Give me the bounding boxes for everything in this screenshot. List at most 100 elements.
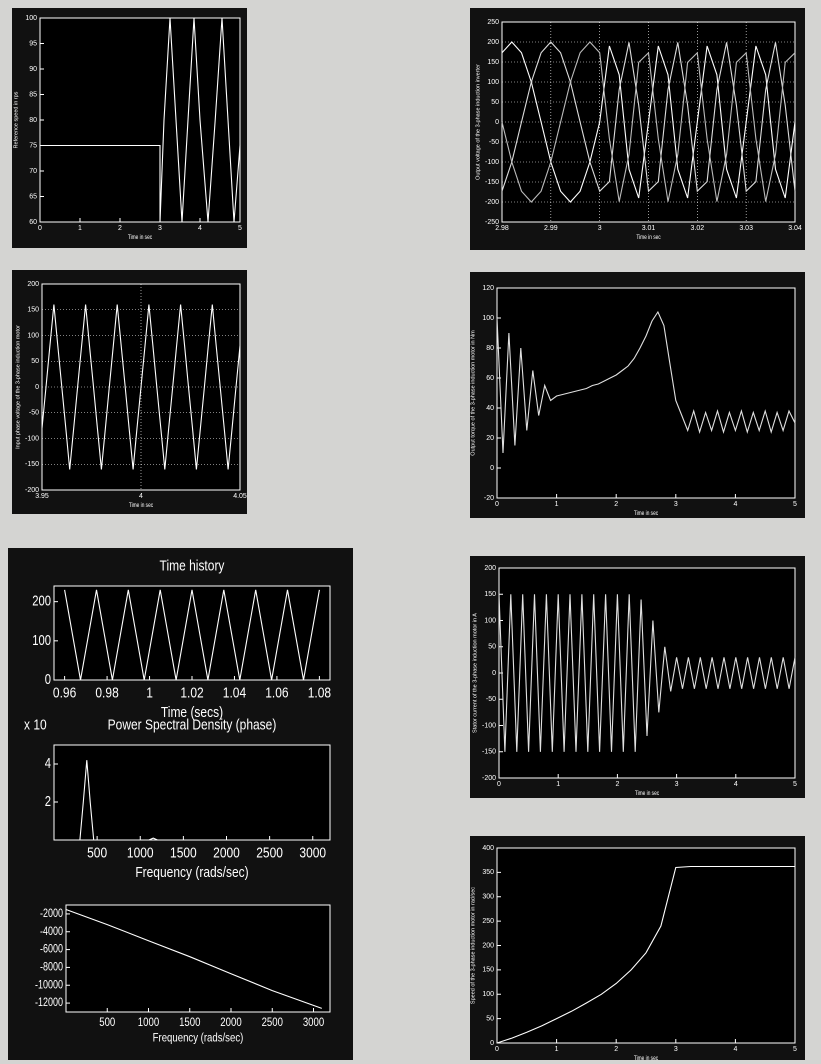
y-tick-label: -4000 (40, 925, 63, 939)
x-tick-label: 2 (614, 501, 618, 508)
y-tick-label: 150 (487, 59, 499, 66)
x-tick-label: 3.03 (739, 225, 753, 232)
x-tick-label: 3 (598, 225, 602, 232)
y-tick-label: -20 (484, 495, 494, 502)
y-tick-label: 50 (491, 99, 499, 106)
plot-area (496, 847, 796, 1044)
y-tick-label: 60 (29, 219, 37, 226)
x-axis-label: Time (secs) (161, 704, 223, 721)
x-axis-label: Time in sec (634, 1056, 659, 1063)
x-tick-label: 0 (495, 501, 499, 508)
y-tick-label: 100 (482, 991, 494, 998)
x-tick-label: 2500 (262, 1016, 283, 1029)
y-tick-label: -200 (482, 775, 496, 782)
x-tick-label: 0 (495, 1046, 499, 1053)
plot-area (53, 585, 331, 681)
y-tick-label: 85 (29, 91, 37, 98)
line-series (65, 908, 322, 1009)
y-tick-label: -2000 (40, 907, 63, 921)
x-tick-label: 1.08 (308, 684, 331, 701)
x-tick-label: 2 (118, 225, 122, 232)
y-axis-label: Output voltage of the 3-phase induction … (475, 64, 481, 180)
x-tick-label: 2500 (256, 844, 283, 861)
line-series (496, 865, 795, 1044)
x-axis-label: Time in sec (634, 511, 659, 518)
x-tick-label: 1500 (179, 1016, 200, 1029)
y-tick-label: 200 (27, 281, 39, 288)
x-tick-label: 500 (87, 844, 107, 861)
y-tick-label: -50 (486, 696, 496, 703)
y-tick-label: 50 (31, 358, 39, 365)
y-tick-label: 100 (487, 79, 499, 86)
line-series (40, 17, 241, 223)
x-tick-label: 0 (497, 781, 501, 788)
x-tick-label: 500 (99, 1016, 115, 1029)
x-tick-label: 1000 (127, 844, 154, 861)
plot-area (498, 567, 796, 779)
y-tick-label: 200 (484, 565, 496, 572)
x-axis-label: Frequency (rads/sec) (135, 864, 248, 881)
y-tick-label: 300 (482, 894, 494, 901)
y-tick-label: 40 (486, 405, 494, 412)
y-tick-label: 0 (492, 670, 496, 677)
x-tick-label: 5 (238, 225, 242, 232)
y-tick-label: 150 (484, 591, 496, 598)
y-tick-label: -100 (482, 722, 496, 729)
y-tick-label: -50 (489, 139, 499, 146)
x-tick-label: 2.98 (495, 225, 509, 232)
x-tick-label: 3 (675, 781, 679, 788)
x-tick-label: 2 (614, 1046, 618, 1053)
plot-area (496, 287, 796, 499)
x-tick-label: 0 (38, 225, 42, 232)
x-tick-label: 4 (139, 493, 143, 500)
y-tick-label: -10000 (35, 978, 63, 992)
y-tick-label: 150 (482, 967, 494, 974)
y-tick-label: -150 (485, 179, 499, 186)
x-axis-label: Time in sec (636, 235, 661, 242)
y-tick-label: 65 (29, 193, 37, 200)
x-tick-label: 2 (615, 781, 619, 788)
y-tick-label: 150 (27, 307, 39, 314)
y-tick-label: -150 (25, 461, 39, 468)
y-tick-label: 80 (29, 117, 37, 124)
y-tick-label: 200 (487, 39, 499, 46)
x-axis-label: Time in sec (129, 503, 154, 510)
x-tick-label: 1500 (170, 844, 197, 861)
x-tick-label: 4.05 (233, 493, 247, 500)
y-tick-label: 50 (488, 644, 496, 651)
y-tick-label: -8000 (40, 960, 63, 974)
x-axis-label: Frequency (rads/sec) (153, 1032, 244, 1045)
x-tick-label: 5 (793, 501, 797, 508)
y-tick-label: -150 (482, 749, 496, 756)
y-tick-label: 200 (32, 592, 51, 609)
plot-area (39, 17, 241, 223)
x-tick-label: 5 (793, 781, 797, 788)
x-tick-label: 1 (78, 225, 82, 232)
x-tick-label: 4 (198, 225, 202, 232)
x-axis-label: Time in sec (128, 235, 153, 242)
x-tick-label: 3 (674, 1046, 678, 1053)
x-tick-label: 3 (158, 225, 162, 232)
x-tick-label: 0.96 (53, 684, 76, 701)
y-axis-label: Input phase voltage of the 3-phase induc… (15, 325, 21, 449)
line-series (496, 310, 796, 454)
y-tick-label: 0 (35, 384, 39, 391)
x-tick-label: 3000 (299, 844, 326, 861)
x-tick-label: 1.02 (180, 684, 203, 701)
x-tick-label: 2.99 (544, 225, 558, 232)
line-series (54, 760, 330, 841)
x-tick-label: 3 (674, 501, 678, 508)
x-tick-label: 1 (556, 781, 560, 788)
y-tick-label: 50 (486, 1015, 494, 1022)
x-tick-label: 4 (734, 781, 738, 788)
y-tick-label: -100 (485, 159, 499, 166)
y-tick-label: 100 (25, 15, 37, 22)
x-tick-label: 4 (733, 1046, 737, 1053)
x-tick-label: 4 (733, 501, 737, 508)
y-tick-label: 60 (486, 375, 494, 382)
y-tick-label: -100 (25, 435, 39, 442)
y-axis-label: Stator current of the 3-phase induction … (472, 613, 478, 733)
y-tick-label: 0 (490, 1040, 494, 1047)
y-tick-label: 200 (482, 942, 494, 949)
